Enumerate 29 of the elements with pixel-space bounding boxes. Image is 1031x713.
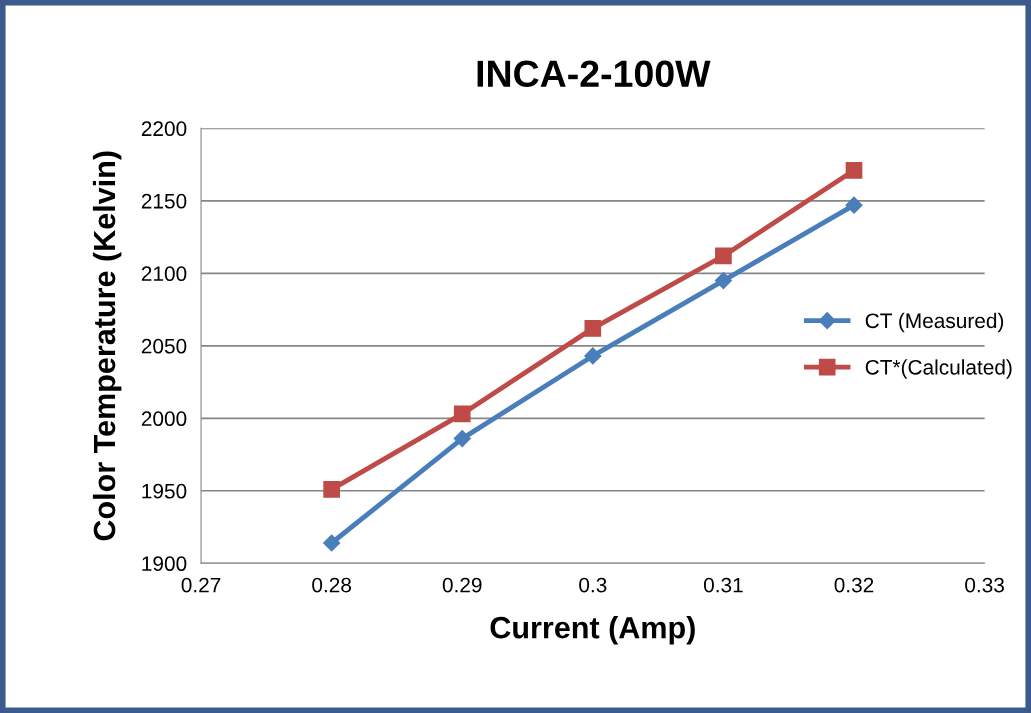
y-tick-label: 1900 [142,556,187,572]
x-tick-label: 0.33 [965,577,1004,593]
legend-label: CT*(Calculated) [865,359,1012,379]
y-tick-label: 2050 [141,338,187,354]
y-tick-label: 2100 [141,266,187,282]
point [584,320,602,337]
x-axis-title: Current (Amp) [490,616,695,645]
x-tick-label: 0.28 [312,577,352,593]
chart-title: INCA-2-100W [477,60,711,88]
y-tick-label: 2000 [141,411,187,427]
point [323,534,341,552]
x-tick-label: 0.32 [834,577,874,593]
point [714,272,732,290]
x-tick-label: 0.29 [442,577,482,593]
point [584,347,602,365]
y-tick-label: 1950 [142,483,187,499]
y-tick-label: 2150 [141,193,187,209]
point [453,405,471,423]
point [845,162,863,179]
legend-label: CT (Measured) [865,312,1004,333]
point [715,247,732,265]
point [323,480,340,498]
y-axis-title: Color Temperature (Kelvin) [92,151,122,541]
x-tick-label: 0.27 [181,577,221,593]
y-tick-label: 2200 [141,121,187,137]
x-tick-label: 0.3 [579,577,607,593]
x-tick-label: 0.31 [703,577,743,593]
point [845,196,863,214]
point [453,430,471,448]
